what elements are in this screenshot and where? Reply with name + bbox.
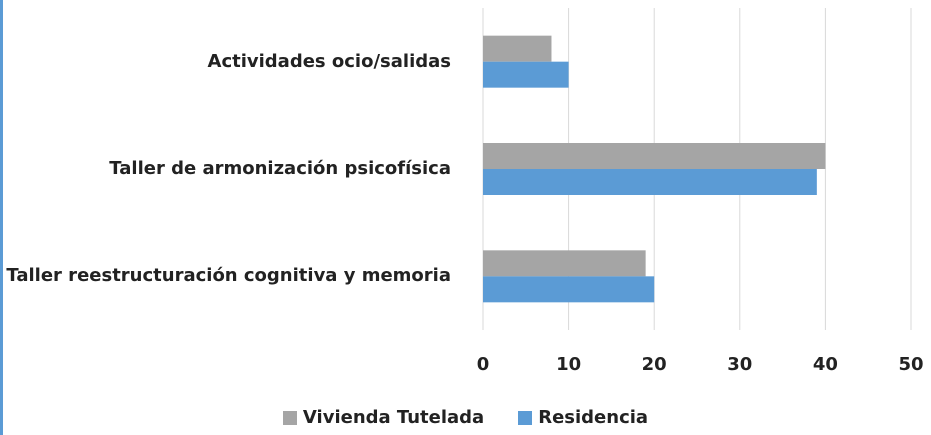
x-tick-label: 0 <box>477 354 490 375</box>
left-border <box>0 0 3 435</box>
x-tick-label: 40 <box>813 354 838 375</box>
x-tick-label: 10 <box>556 354 581 375</box>
category-text: Taller reestructuración cognitiva y memo… <box>6 265 451 287</box>
legend-swatch <box>282 410 297 425</box>
category-label: Actividades ocio/salidas <box>208 50 451 74</box>
chart: 0 10 20 30 40 50 <box>477 8 924 375</box>
legend-item: Vivienda Tutelada <box>282 407 485 428</box>
legend-item: Residencia <box>518 407 648 428</box>
bar <box>483 35 552 62</box>
category-text: Taller de armonización psicofísica <box>109 158 451 179</box>
legend-swatch <box>518 410 533 425</box>
x-tick-label: 30 <box>727 354 752 375</box>
bar <box>483 250 646 277</box>
bar <box>483 169 817 195</box>
category-label: Taller reestructuración cognitiva y memo… <box>6 264 451 288</box>
x-tick-label: 20 <box>642 354 667 375</box>
category-text: Actividades ocio/salidas <box>207 50 451 72</box>
bar <box>483 143 826 169</box>
bar <box>483 61 569 88</box>
legend-label: Residencia <box>538 407 649 428</box>
legend: Vivienda Tutelada Residencia <box>0 407 931 428</box>
bar <box>483 276 655 303</box>
category-label: Taller de armonización psicofísica <box>109 157 451 181</box>
legend-label: Vivienda Tutelada <box>302 407 485 428</box>
x-tick-label: 50 <box>898 354 923 375</box>
